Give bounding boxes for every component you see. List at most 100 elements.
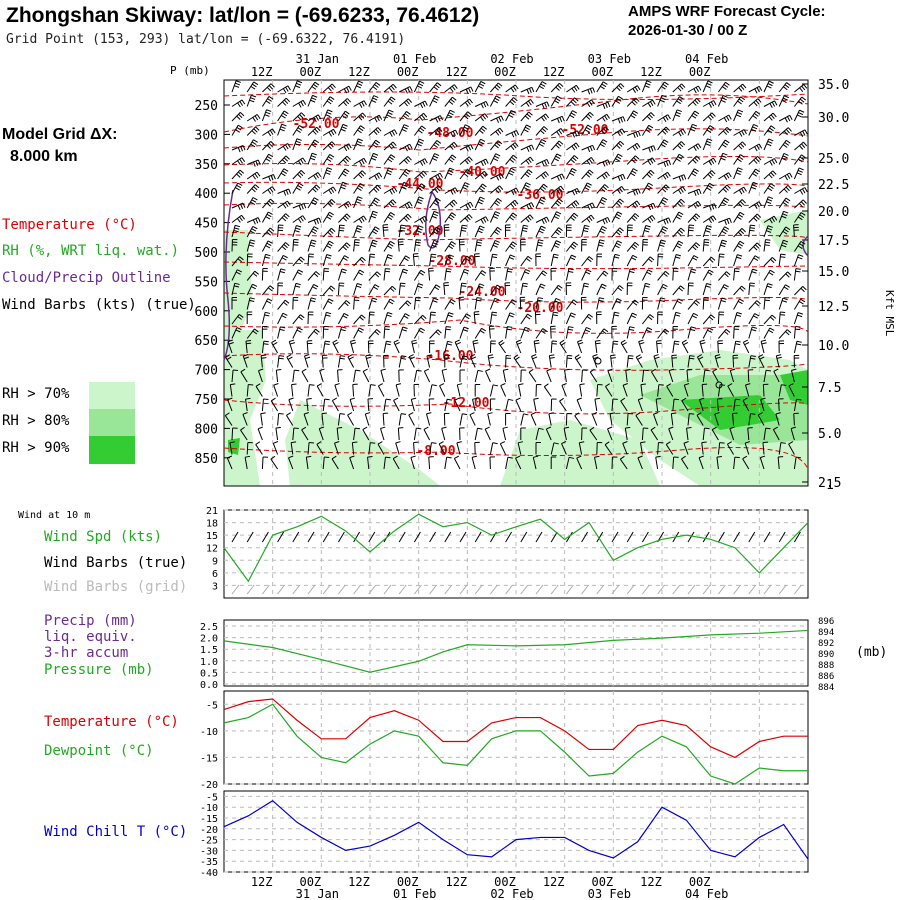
wind-barb-flag — [239, 216, 243, 222]
wind-barb-flag — [644, 230, 650, 233]
wind-barb-flag — [447, 114, 453, 118]
wind-barb-flag — [523, 413, 529, 416]
wind-barb-flag — [780, 442, 786, 444]
wind-barb — [672, 186, 684, 194]
wind-barb-flag — [601, 283, 607, 287]
wind-barb — [368, 139, 377, 151]
wind-barb-flag — [663, 186, 668, 191]
wind-barb-flag — [708, 218, 712, 224]
wind-barb — [383, 341, 387, 354]
wind-barb-flag — [449, 109, 455, 113]
wind-barb — [778, 114, 791, 122]
wind-barb-flag — [801, 96, 807, 101]
wind-barb — [292, 215, 303, 223]
wind-barb-flag — [604, 115, 608, 121]
wind-barb — [778, 184, 789, 194]
wind-barb-flag — [387, 111, 393, 115]
wind-barb-flag — [318, 217, 322, 223]
wind-barb-flag — [751, 326, 758, 329]
wind-barb-flag — [558, 129, 563, 135]
wind-barb — [441, 370, 446, 383]
wind-barb-flag — [283, 190, 287, 196]
wind-barb — [794, 129, 806, 136]
wind-barb — [231, 225, 236, 238]
wind-barb-flag — [661, 286, 667, 290]
wind-barb-flag — [785, 226, 791, 231]
wind-barb-flag — [767, 140, 773, 144]
wind-barb-flag — [448, 100, 454, 105]
wind-barb-flag — [708, 102, 712, 108]
wind-barb-flag — [240, 426, 245, 431]
wind-barb-flag — [450, 156, 455, 161]
wind-barb — [515, 399, 522, 412]
wind-barb-flag — [409, 86, 413, 92]
wind-barb-flag — [583, 229, 589, 233]
wind-barb-flag — [631, 159, 636, 164]
wind-barb-flag — [263, 343, 269, 345]
wind-barb-flag — [633, 215, 638, 220]
wind-barb-flag — [492, 442, 498, 445]
wind-barb-flag — [233, 230, 239, 233]
wind-barb-flag — [724, 219, 727, 225]
wind-barb-flag — [752, 181, 758, 185]
wind-barb-flag — [401, 186, 407, 190]
wind-barb — [225, 357, 233, 368]
wind-barb — [307, 197, 315, 209]
wind-barb-flag — [678, 200, 684, 205]
wind-barb-flag — [344, 215, 349, 220]
wind-barb — [733, 399, 736, 412]
wind-barb — [666, 385, 674, 397]
wind-barb-flag — [391, 130, 396, 136]
wind-barb — [459, 144, 471, 151]
forecast-cycle-value: 2026-01-30 / 00 Z — [628, 22, 748, 39]
wind-barb-flag — [606, 114, 610, 119]
wind-barb — [292, 138, 298, 151]
wind-barb — [398, 326, 404, 339]
wind-barb-flag — [753, 170, 759, 175]
wind-barb — [444, 109, 451, 122]
wind-barb-flag — [785, 139, 791, 144]
wind-barb-flag — [724, 197, 730, 201]
wind-barb — [794, 199, 804, 209]
legend-temperature: Temperature (°C) — [2, 217, 137, 233]
wind-barb — [423, 429, 431, 441]
wind-barb — [490, 82, 499, 93]
wind-barb — [596, 197, 603, 209]
wind-barb — [231, 283, 236, 296]
wind-barb-flag — [268, 96, 274, 100]
wind-barb — [292, 327, 299, 339]
p-tick-label: 850 — [195, 452, 218, 467]
wind-barb-flag — [343, 312, 349, 317]
wind-barb-flag — [556, 211, 562, 215]
wind-barb-flag — [605, 383, 610, 387]
wind-barb-flag — [230, 383, 236, 386]
wind-barb-flag — [483, 160, 487, 165]
wind-barb-flag — [706, 140, 712, 144]
isotherm-line-10 — [223, 353, 809, 371]
wind-barb — [459, 413, 463, 426]
wind-barb-flag — [769, 218, 773, 224]
wind-barb — [414, 112, 424, 122]
wind-barb-flag — [296, 271, 302, 276]
wind-barb — [564, 370, 567, 383]
wind-barb-flag — [310, 99, 316, 103]
wind-barb — [763, 170, 774, 180]
wind-barb — [337, 268, 343, 281]
wind-barb — [393, 341, 400, 354]
wind-barb-flag — [326, 169, 332, 173]
wind-barb — [261, 456, 264, 470]
wind-barb-flag — [724, 330, 729, 335]
wind-barb-flag — [677, 202, 682, 207]
wind-barb — [458, 297, 461, 310]
wind-barb — [489, 95, 497, 107]
wind-barb-flag — [616, 155, 622, 160]
wind-barb-flag — [389, 98, 394, 103]
wind-barb — [748, 255, 756, 267]
wind-barb-flag — [331, 83, 336, 89]
wind-barb-flag — [767, 227, 773, 231]
wind-barb — [671, 355, 674, 368]
wind-barb — [626, 213, 636, 223]
wind-barb — [566, 130, 578, 136]
wind-barb-flag — [273, 441, 279, 444]
wind-barb — [742, 400, 750, 412]
